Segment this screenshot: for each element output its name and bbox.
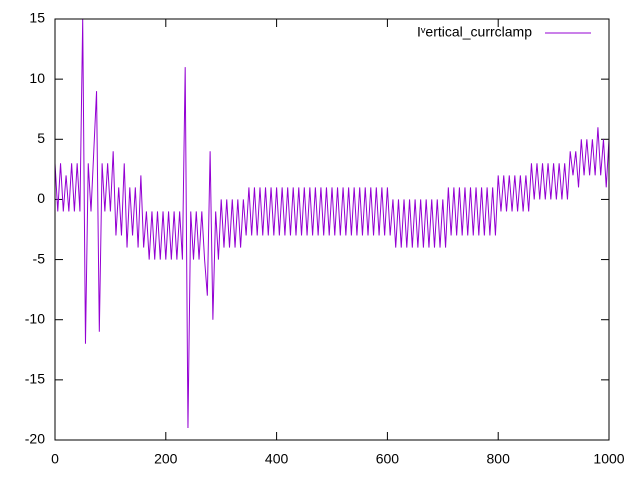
x-tick-label: 600 (376, 451, 400, 467)
x-tick-label: 400 (265, 451, 289, 467)
y-tick-label: -10 (25, 310, 45, 326)
y-tick-label: 15 (29, 10, 45, 26)
x-tick-label: 800 (487, 451, 511, 467)
x-tick-label: 1000 (593, 451, 624, 467)
y-tick-label: -20 (25, 431, 45, 447)
series-line (54, 18, 610, 428)
plot-border (54, 18, 610, 441)
x-tick-label: 200 (154, 451, 178, 467)
y-tick-label: 0 (37, 190, 45, 206)
y-tick-label: -15 (25, 371, 45, 387)
y-tick-label: -5 (33, 250, 46, 266)
x-tick-label: 0 (51, 451, 59, 467)
y-tick-label: 5 (37, 130, 45, 146)
legend-label: Iᵛertical_currclamp (417, 24, 532, 40)
y-tick-label: 10 (29, 70, 45, 86)
